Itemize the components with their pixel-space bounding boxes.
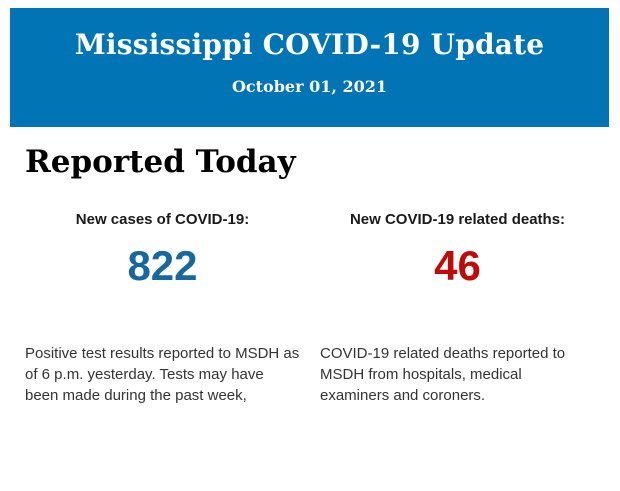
new-deaths-value: 46 (434, 242, 481, 289)
covid-update-page: { "banner": { "title": "Mississippi COVI… (0, 8, 620, 491)
stat-new-cases: New cases of COVID-19: 822 Positive test… (25, 211, 300, 406)
main-content: Reported Today New cases of COVID-19: 82… (0, 144, 620, 406)
banner-title: Mississippi COVID-19 Update (74, 28, 545, 61)
stats-columns: New cases of COVID-19: 822 Positive test… (25, 211, 595, 406)
new-deaths-description: COVID-19 related deaths reported to MSDH… (320, 345, 566, 404)
stat-new-deaths: New COVID-19 related deaths: 46 COVID-19… (320, 211, 595, 406)
header-banner: Mississippi COVID-19 Update October 01, … (10, 8, 609, 127)
section-heading: Reported Today (25, 144, 296, 180)
new-cases-value: 822 (127, 242, 198, 289)
new-deaths-label: New COVID-19 related deaths: (349, 211, 566, 228)
new-cases-label: New cases of COVID-19: (75, 211, 250, 228)
banner-date: October 01, 2021 (231, 77, 388, 96)
new-cases-description: Positive test results reported to MSDH a… (25, 345, 300, 404)
